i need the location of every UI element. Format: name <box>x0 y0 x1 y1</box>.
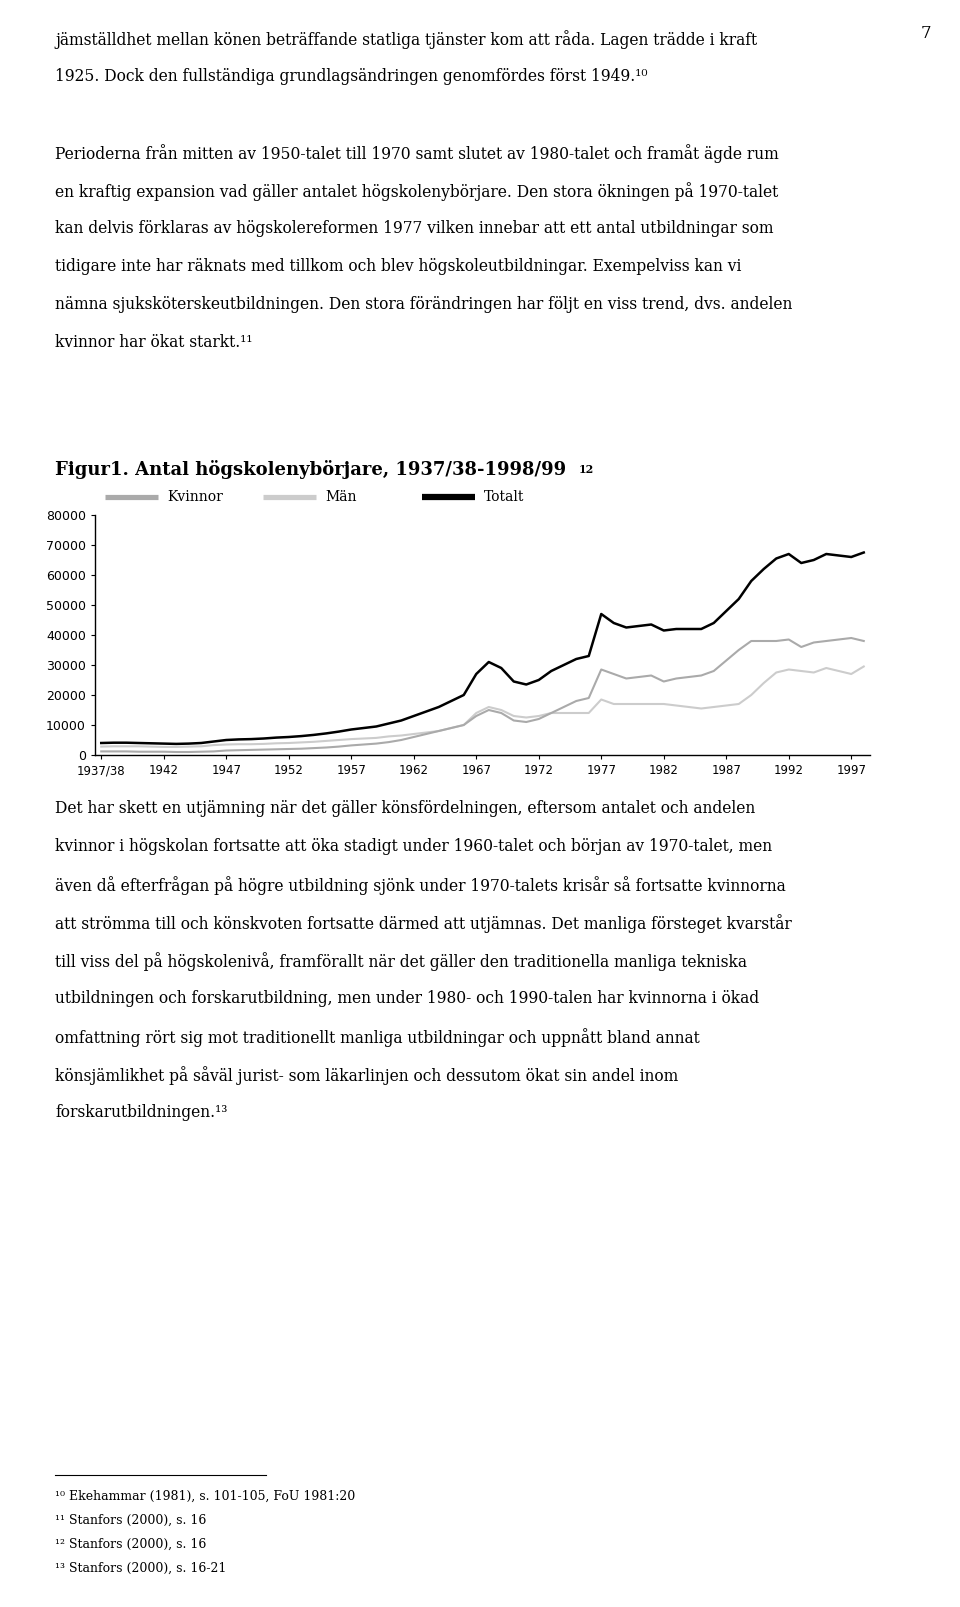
Text: ¹⁰ Ekehammar (1981), s. 101-105, FoU 1981:20: ¹⁰ Ekehammar (1981), s. 101-105, FoU 198… <box>55 1490 355 1503</box>
Text: Män: Män <box>325 490 357 505</box>
Text: kan delvis förklaras av högskolereformen 1977 vilken innebar att ett antal utbil: kan delvis förklaras av högskolereformen… <box>55 220 774 236</box>
Text: utbildningen och forskarutbildning, men under 1980- och 1990-talen har kvinnorna: utbildningen och forskarutbildning, men … <box>55 990 759 1008</box>
Text: könsjämlikhet på såväl jurist- som läkarlinjen och dessutom ökat sin andel inom: könsjämlikhet på såväl jurist- som läkar… <box>55 1065 679 1085</box>
Text: Kvinnor: Kvinnor <box>167 490 224 505</box>
Text: forskarutbildningen.¹³: forskarutbildningen.¹³ <box>55 1104 228 1122</box>
Text: omfattning rört sig mot traditionellt manliga utbildningar och uppnått bland ann: omfattning rört sig mot traditionellt ma… <box>55 1028 700 1046</box>
Text: Totalt: Totalt <box>484 490 524 505</box>
Text: ¹² Stanfors (2000), s. 16: ¹² Stanfors (2000), s. 16 <box>55 1538 206 1551</box>
Text: 12: 12 <box>578 464 593 476</box>
Text: tidigare inte har räknats med tillkom och blev högskoleutbildningar. Exempelviss: tidigare inte har räknats med tillkom oc… <box>55 259 741 275</box>
Text: kvinnor i högskolan fortsatte att öka stadigt under 1960-talet och början av 197: kvinnor i högskolan fortsatte att öka st… <box>55 837 772 855</box>
Text: jämställdhet mellan könen beträffande statliga tjänster kom att råda. Lagen träd: jämställdhet mellan könen beträffande st… <box>55 31 757 48</box>
Text: ¹³ Stanfors (2000), s. 16-21: ¹³ Stanfors (2000), s. 16-21 <box>55 1562 227 1575</box>
Text: Det har skett en utjämning när det gäller könsfördelningen, eftersom antalet och: Det har skett en utjämning när det gälle… <box>55 800 756 816</box>
Text: Figur1. Antal högskolenybörjare, 1937/38-1998/99: Figur1. Antal högskolenybörjare, 1937/38… <box>55 460 566 479</box>
Text: ¹¹ Stanfors (2000), s. 16: ¹¹ Stanfors (2000), s. 16 <box>55 1514 206 1527</box>
Text: Perioderna från mitten av 1950-talet till 1970 samt slutet av 1980-talet och fra: Perioderna från mitten av 1950-talet til… <box>55 145 779 162</box>
Text: 1925. Dock den fullständiga grundlagsändringen genomfördes först 1949.¹⁰: 1925. Dock den fullständiga grundlagsänd… <box>55 67 647 85</box>
Text: en kraftig expansion vad gäller antalet högskolenybörjare. Den stora ökningen på: en kraftig expansion vad gäller antalet … <box>55 182 779 201</box>
Text: nämna sjuksköterskeutbildningen. Den stora förändringen har följt en viss trend,: nämna sjuksköterskeutbildningen. Den sto… <box>55 296 792 313</box>
Text: till viss del på högskolenivå, framförallt när det gäller den traditionella manl: till viss del på högskolenivå, framföral… <box>55 951 747 971</box>
Text: även då efterfrågan på högre utbildning sjönk under 1970-talets krisår så fortsa: även då efterfrågan på högre utbildning … <box>55 876 785 895</box>
Text: kvinnor har ökat starkt.¹¹: kvinnor har ökat starkt.¹¹ <box>55 334 252 350</box>
Text: att strömma till och könskvoten fortsatte därmed att utjämnas. Det manliga först: att strömma till och könskvoten fortsatt… <box>55 914 792 934</box>
Text: 7: 7 <box>921 26 931 42</box>
